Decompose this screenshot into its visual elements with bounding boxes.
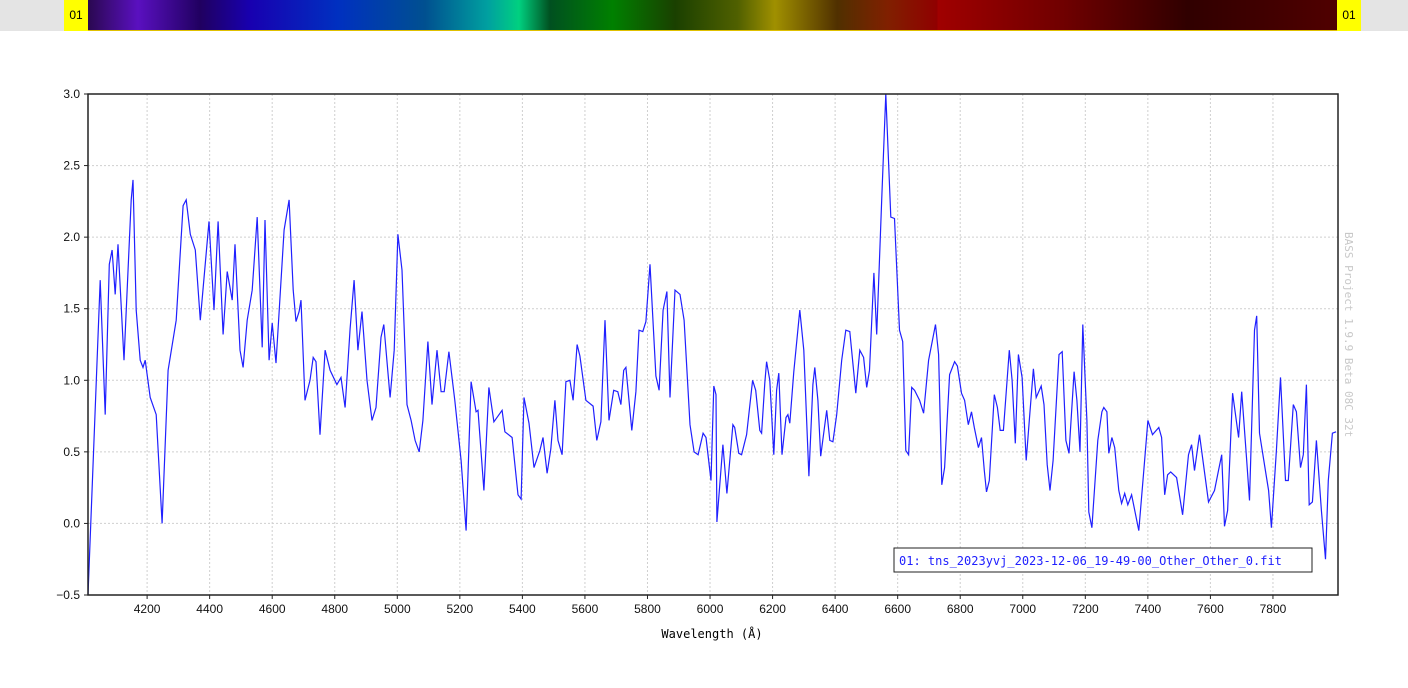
x-tick-label: 4600	[259, 602, 286, 616]
y-tick-label: 1.5	[63, 302, 80, 316]
plot-frame	[87, 93, 1339, 596]
x-tick-label: 5800	[634, 602, 661, 616]
x-tick-label: 4800	[321, 602, 348, 616]
x-tick-label: 7400	[1135, 602, 1162, 616]
spectrum-tag-right: 01	[1337, 0, 1361, 31]
y-tick-label: 0.0	[63, 516, 80, 530]
y-tick-label: 2.5	[63, 159, 80, 173]
x-tick-label: 6200	[759, 602, 786, 616]
spectrum-chart: 4200 4400 4600 4800 5000 5200 5400 5600 5800 6000…	[56, 87, 1355, 641]
x-tick-label: 7600	[1197, 602, 1224, 616]
spectrum-color-bar: 01	[0, 0, 1408, 31]
x-tick-label: 6000	[697, 602, 724, 616]
spectrum-color-strip	[88, 0, 1337, 31]
x-tick-label: 7000	[1009, 602, 1036, 616]
x-tick-label: 7800	[1260, 602, 1287, 616]
watermark: BASS Project 1.9.9 Beta 08C 32t	[1342, 232, 1355, 437]
y-tick-label: 2.0	[63, 230, 80, 244]
x-tick-label: 4200	[134, 602, 161, 616]
x-tick-label: 5400	[509, 602, 536, 616]
legend-entry: 01: tns_2023yvj_2023-12-06_19-49-00_Othe…	[899, 554, 1282, 568]
x-tick-label: 6400	[822, 602, 849, 616]
y-tick-label: 0.5	[63, 445, 80, 459]
x-tick-label: 5600	[572, 602, 599, 616]
y-tick-label: 1.0	[63, 373, 80, 387]
x-axis-label: Wavelength (Å)	[661, 626, 762, 641]
y-tick-label: −0.5	[56, 588, 80, 602]
spectrum-line	[87, 93, 1337, 596]
x-tick-label: 7200	[1072, 602, 1099, 616]
x-tick-label: 4400	[196, 602, 223, 616]
y-tick-label: 3.0	[63, 87, 80, 101]
x-tick-label: 5200	[446, 602, 473, 616]
x-tick-label: 5000	[384, 602, 411, 616]
x-tick-label: 6800	[947, 602, 974, 616]
x-tick-label: 6600	[884, 602, 911, 616]
legend: 01: tns_2023yvj_2023-12-06_19-49-00_Othe…	[893, 547, 1313, 573]
spectrum-tag-left: 01	[64, 0, 88, 31]
